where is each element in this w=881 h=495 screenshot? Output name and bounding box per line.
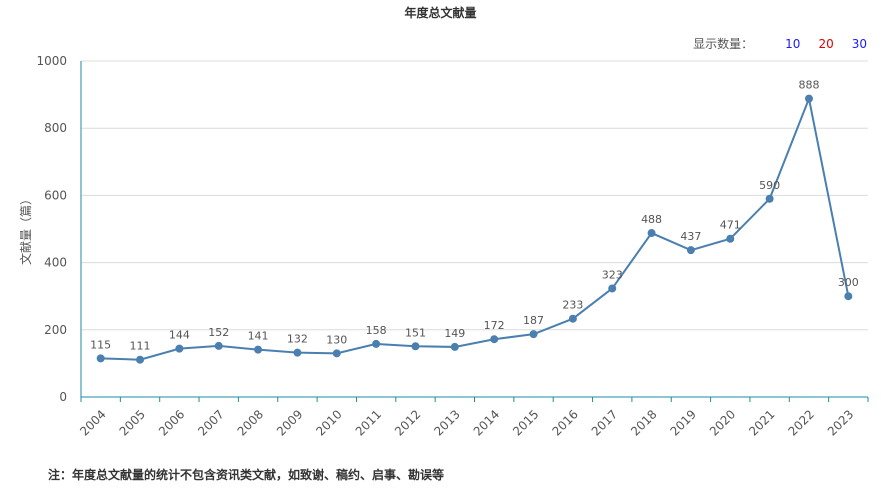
x-tick-labels: 2004 2005 2006 2007 2008 2009 2010 2011 2012 2013… <box>77 407 856 438</box>
y-tick-label: 600 <box>44 188 67 202</box>
y-tick-label: 200 <box>44 323 67 337</box>
data-label: 132 <box>287 333 308 346</box>
x-tick-label: 2009 <box>274 407 305 438</box>
data-label: 590 <box>759 179 780 192</box>
data-label: 130 <box>326 333 347 346</box>
data-point[interactable] <box>96 354 105 363</box>
y-axis-label: 文献量（篇） <box>18 193 33 265</box>
data-label: 144 <box>169 329 190 342</box>
data-point[interactable] <box>293 348 302 357</box>
data-label: 111 <box>130 340 151 353</box>
y-tick-label: 1000 <box>36 54 67 68</box>
x-tick-label: 2019 <box>667 407 698 438</box>
count-option-30[interactable]: 30 <box>851 36 867 51</box>
data-label: 115 <box>90 338 111 351</box>
data-label: 152 <box>208 326 229 339</box>
data-point[interactable] <box>372 339 381 348</box>
data-label: 323 <box>602 268 623 281</box>
series-line <box>100 95 850 361</box>
data-point[interactable] <box>686 246 695 255</box>
y-tick-label: 400 <box>44 256 67 270</box>
data-point[interactable] <box>332 349 341 358</box>
x-tick-label: 2005 <box>117 407 148 438</box>
data-point[interactable] <box>490 335 499 344</box>
data-point[interactable] <box>254 345 263 354</box>
data-point[interactable] <box>647 229 656 238</box>
count-option-10[interactable]: 10 <box>785 36 801 51</box>
data-point[interactable] <box>608 284 617 293</box>
x-tick-label: 2017 <box>589 407 620 438</box>
data-point[interactable] <box>411 342 420 351</box>
x-tick-label: 2010 <box>313 407 344 438</box>
x-tick-label: 2022 <box>786 407 817 438</box>
data-label: 233 <box>562 299 583 312</box>
data-label: 888 <box>798 79 819 92</box>
data-point[interactable] <box>844 292 853 301</box>
x-tick-label: 2021 <box>746 407 777 438</box>
data-label: 300 <box>838 276 859 289</box>
data-label: 141 <box>248 330 269 343</box>
x-tick-label: 2018 <box>628 407 659 438</box>
data-label: 172 <box>484 319 505 332</box>
y-tick-labels: 0 200 400 600 800 1000 <box>36 54 67 404</box>
data-point[interactable] <box>529 330 538 339</box>
data-label: 151 <box>405 326 426 339</box>
x-tick-label: 2020 <box>707 407 738 438</box>
data-label: 488 <box>641 213 662 226</box>
data-point[interactable] <box>175 344 184 353</box>
data-label: 187 <box>523 314 544 327</box>
grid-lines <box>81 60 868 331</box>
data-point[interactable] <box>804 94 813 103</box>
chart-title: 年度总文献量 <box>404 6 477 20</box>
data-label: 437 <box>680 230 701 243</box>
count-option-20[interactable]: 20 <box>818 36 834 51</box>
x-tick-label: 2014 <box>471 407 502 438</box>
x-tick-label: 2011 <box>353 407 384 438</box>
axes <box>80 61 869 402</box>
data-label: 149 <box>444 327 465 340</box>
footnote: 注：年度总文献量的统计不包含资讯类文献，如致谢、稿约、启事、勘误等 <box>48 468 445 482</box>
data-point[interactable] <box>726 234 735 243</box>
data-point[interactable] <box>136 355 145 364</box>
x-tick-label: 2012 <box>392 407 423 438</box>
data-points <box>96 94 853 364</box>
x-tick-label: 2008 <box>235 407 266 438</box>
x-tick-label: 2016 <box>549 407 580 438</box>
x-tick-label: 2023 <box>825 407 856 438</box>
series-polyline <box>100 95 850 361</box>
data-point[interactable] <box>450 342 459 351</box>
x-tick-label: 2013 <box>431 407 462 438</box>
data-label: 158 <box>366 324 387 337</box>
data-point[interactable] <box>765 194 774 203</box>
y-tick-label: 800 <box>44 121 67 135</box>
y-tick-label: 0 <box>59 390 67 404</box>
data-point[interactable] <box>568 314 577 323</box>
display-count-label: 显示数量： <box>693 37 754 51</box>
data-point[interactable] <box>214 341 223 350</box>
x-tick-label: 2004 <box>77 407 108 438</box>
x-tick-label: 2007 <box>195 407 226 438</box>
x-tick-label: 2006 <box>156 407 187 438</box>
x-tick-label: 2015 <box>510 407 541 438</box>
display-count-selector: 显示数量： 10 20 30 <box>693 35 867 52</box>
data-labels: 115 111 144 152 141 132 130 158 151 149 172 187 233 3… <box>90 79 859 353</box>
data-label: 471 <box>720 219 741 232</box>
